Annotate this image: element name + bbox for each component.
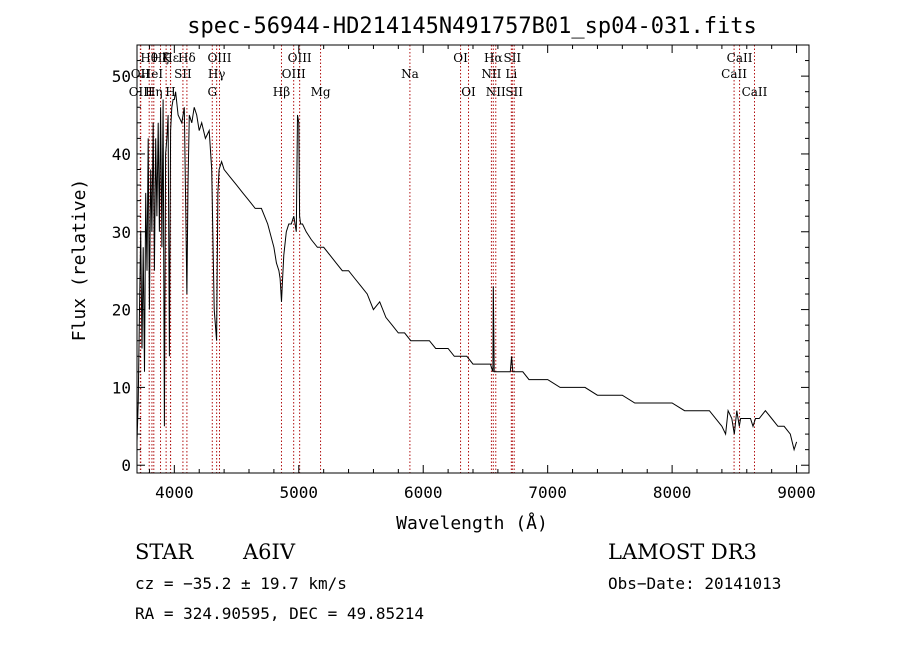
- emission-line-markers: [139, 45, 755, 473]
- x-axis-label: Wavelength (Å): [396, 512, 548, 534]
- line-marker-label: OI: [461, 85, 476, 99]
- line-marker-label: H: [165, 85, 175, 99]
- x-tick-label: 5000: [280, 483, 319, 502]
- line-marker-label: NII: [486, 85, 506, 99]
- line-marker-label: OIII: [288, 51, 312, 65]
- line-marker-label: SII: [174, 67, 192, 81]
- line-marker-label: HeI: [141, 67, 164, 81]
- line-marker-label: OI: [453, 51, 468, 65]
- y-tick-label: 20: [112, 301, 131, 320]
- line-marker-label: Hη: [145, 85, 163, 99]
- line-marker-label: K: [162, 51, 172, 65]
- line-marker-label: Hθ: [140, 51, 158, 65]
- coordinates: RA = 324.90595, DEC = 49.85214: [135, 604, 424, 623]
- line-marker-label: Hδ: [178, 51, 196, 65]
- radial-velocity: cz = −35.2 ± 19.7 km/s: [135, 574, 347, 593]
- line-marker-label: SII: [503, 51, 521, 65]
- x-axis-ticks: 4000 5000 6000 7000 8000 9000: [148, 45, 816, 502]
- line-marker-label: CaII: [742, 85, 768, 99]
- line-marker-label: Hζ: [152, 51, 169, 65]
- observation-date: Obs−Date: 20141013: [608, 574, 782, 593]
- line-marker-label: SII: [505, 85, 523, 99]
- line-marker-label: G: [207, 85, 217, 99]
- x-tick-label: 4000: [155, 483, 194, 502]
- survey-name: LAMOST DR3: [608, 540, 757, 564]
- y-tick-label: 30: [112, 223, 131, 242]
- y-tick-label: 40: [112, 145, 131, 164]
- line-marker-label: CaII: [721, 67, 747, 81]
- plot-frame: [136, 44, 810, 474]
- object-type: STAR: [135, 540, 194, 564]
- line-marker-label: Li: [505, 67, 517, 81]
- y-tick-label: 0: [121, 456, 131, 475]
- line-marker-label: Hα: [484, 51, 503, 65]
- x-tick-label: 9000: [777, 483, 816, 502]
- line-marker-label: OIII: [282, 67, 306, 81]
- line-marker-label: Hε: [162, 51, 179, 65]
- spectral-class: A6IV: [243, 540, 295, 564]
- y-tick-label: 50: [112, 67, 131, 86]
- spectrum-series-line: [136, 91, 798, 452]
- chart-title: spec-56944-HD214145N491757B01_sp04-031.f…: [187, 14, 757, 39]
- x-tick-label: 6000: [404, 483, 443, 502]
- line-marker-label: Mg: [311, 85, 331, 99]
- line-marker-label: OIII: [207, 51, 231, 65]
- y-tick-label: 10: [112, 378, 131, 397]
- x-tick-label: 8000: [653, 483, 692, 502]
- y-axis-label: Flux (relative): [69, 179, 90, 342]
- line-marker-label: Hβ: [273, 85, 290, 99]
- line-marker-label: Na: [401, 67, 419, 81]
- x-tick-label: 7000: [528, 483, 567, 502]
- line-marker-label: NII: [481, 67, 501, 81]
- line-marker-label: Hγ: [208, 67, 226, 81]
- line-marker-label: OII: [131, 67, 151, 81]
- y-axis-ticks: 0 10 20 30 40 50: [112, 60, 809, 475]
- line-marker-label: CaII: [727, 51, 753, 65]
